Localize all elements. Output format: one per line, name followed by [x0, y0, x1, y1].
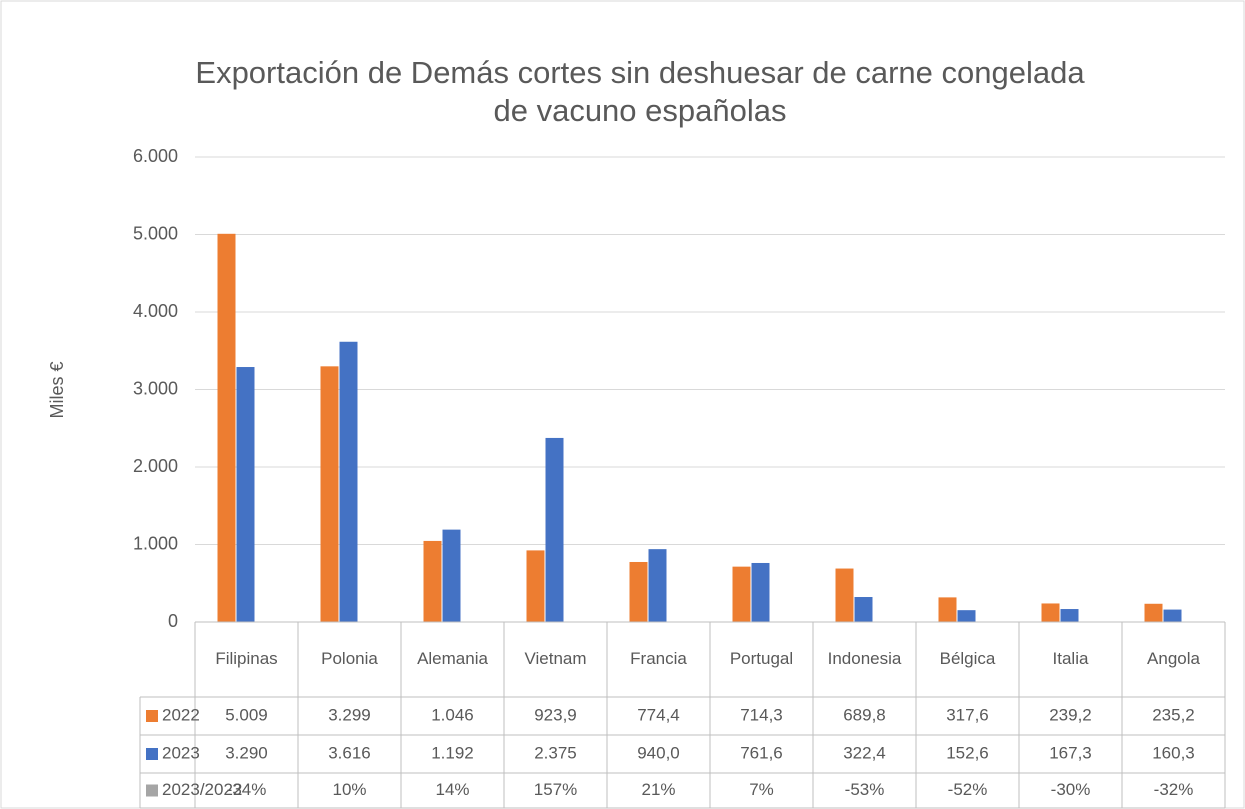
bar [1163, 609, 1182, 622]
y-tick-label: 2.000 [133, 456, 178, 476]
bar [938, 597, 957, 622]
bar [320, 366, 339, 622]
table-value: 7% [749, 780, 774, 799]
table-value: 940,0 [637, 743, 680, 762]
x-tick-label: Vietnam [524, 649, 586, 668]
table-value: -53% [845, 780, 885, 799]
x-tick-label: Alemania [417, 649, 488, 668]
x-tick-label: Portugal [730, 649, 793, 668]
legend-label: 2023 [162, 743, 200, 762]
bar [732, 566, 751, 622]
legend-key [146, 710, 158, 722]
y-tick-label: 0 [168, 611, 178, 631]
table-value: 923,9 [534, 705, 577, 724]
bar [648, 549, 667, 622]
bar [339, 341, 358, 622]
table-value: -34% [227, 780, 267, 799]
table-value: 160,3 [1152, 743, 1195, 762]
x-tick-label: Indonesia [828, 649, 902, 668]
table-value: -32% [1154, 780, 1194, 799]
table-value: 714,3 [740, 705, 783, 724]
table-value: 1.046 [431, 705, 474, 724]
bar [957, 610, 976, 622]
table-value: -52% [948, 780, 988, 799]
bar [1041, 603, 1060, 622]
y-tick-label: 5.000 [133, 223, 178, 243]
table-value: 317,6 [946, 705, 989, 724]
table-value: 10% [332, 780, 366, 799]
bar [526, 550, 545, 622]
table-value: 1.192 [431, 743, 474, 762]
table-value: 152,6 [946, 743, 989, 762]
table-value: 3.616 [328, 743, 371, 762]
bar [442, 529, 461, 622]
x-tick-label: Bélgica [940, 649, 996, 668]
bar [835, 568, 854, 622]
bar [1144, 603, 1163, 622]
legend-label: 2023/2022 [162, 780, 242, 799]
x-tick-label: Filipinas [215, 649, 277, 668]
legend-key [146, 748, 158, 760]
table-value: 689,8 [843, 705, 886, 724]
bar [423, 540, 442, 622]
bar [751, 562, 770, 622]
table-value: 235,2 [1152, 705, 1195, 724]
bar [217, 233, 236, 623]
table-value: 239,2 [1049, 705, 1092, 724]
table-value: 774,4 [637, 705, 680, 724]
table-value: 5.009 [225, 705, 268, 724]
bar [854, 597, 873, 622]
bar [545, 437, 564, 622]
table-value: 761,6 [740, 743, 783, 762]
y-tick-label: 6.000 [133, 146, 178, 166]
y-tick-label: 1.000 [133, 533, 178, 553]
bar [629, 561, 648, 622]
chart-title: Exportación de Demás cortes sin deshuesa… [195, 55, 1085, 128]
table-value: -30% [1051, 780, 1091, 799]
bar [1060, 609, 1079, 622]
table-value: 157% [534, 780, 577, 799]
table-value: 167,3 [1049, 743, 1092, 762]
x-tick-label: Angola [1147, 649, 1200, 668]
y-axis-label: Miles € [47, 361, 67, 418]
x-tick-label: Francia [630, 649, 687, 668]
x-tick-label: Italia [1053, 649, 1089, 668]
legend-label: 2022 [162, 705, 200, 724]
table-value: 3.299 [328, 705, 371, 724]
bar [236, 367, 255, 622]
legend-key [146, 784, 158, 797]
table-value: 21% [641, 780, 675, 799]
y-tick-label: 4.000 [133, 301, 178, 321]
table-value: 2.375 [534, 743, 577, 762]
table-value: 3.290 [225, 743, 268, 762]
y-tick-label: 3.000 [133, 378, 178, 398]
x-tick-label: Polonia [321, 649, 378, 668]
table-value: 322,4 [843, 743, 886, 762]
table-value: 14% [435, 780, 469, 799]
